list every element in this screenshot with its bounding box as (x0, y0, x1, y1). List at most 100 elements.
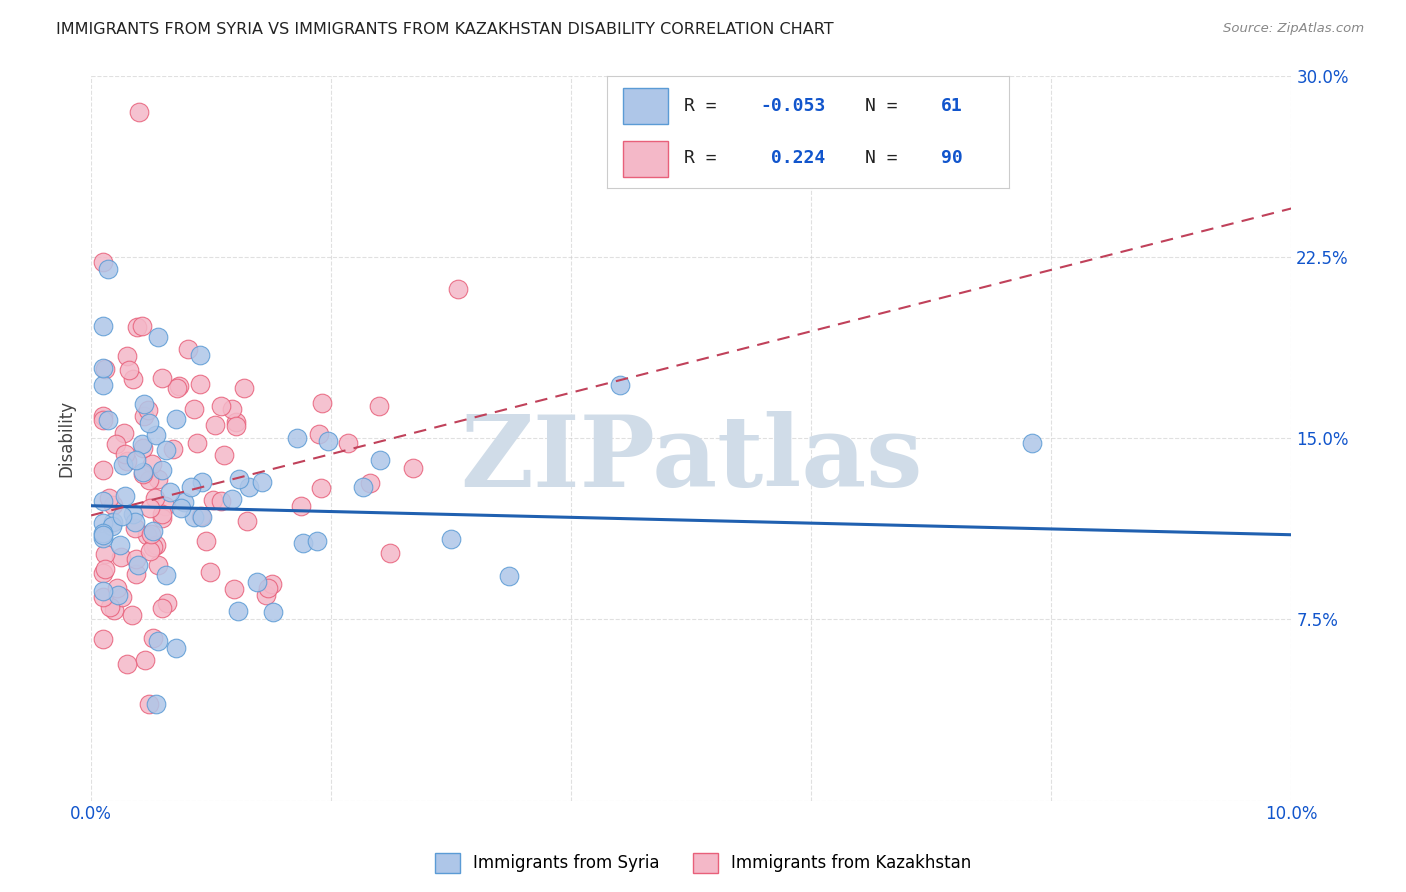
Point (91, 526, 114, 541)
Point (186, 436, 208, 450)
Point (105, 437, 128, 451)
Point (352, 480, 374, 494)
Point (91, 319, 114, 334)
Point (152, 462, 174, 476)
Point (101, 515, 124, 529)
Point (191, 509, 214, 524)
Point (132, 397, 155, 411)
Point (115, 657, 138, 671)
Point (91, 409, 114, 423)
Point (202, 492, 225, 507)
Point (125, 453, 148, 467)
Point (180, 480, 202, 494)
Point (146, 558, 169, 573)
Point (101, 499, 124, 513)
Point (110, 550, 132, 565)
Point (188, 348, 211, 362)
Point (238, 480, 260, 494)
Point (131, 442, 153, 456)
Point (146, 472, 169, 486)
Point (173, 495, 195, 509)
Point (368, 399, 391, 413)
Point (165, 412, 187, 426)
Point (91, 531, 114, 545)
Point (155, 500, 177, 514)
Point (100, 519, 122, 533)
Point (221, 402, 243, 417)
Point (307, 533, 329, 548)
Point (152, 508, 174, 522)
Point (262, 577, 284, 591)
Text: Source: ZipAtlas.com: Source: ZipAtlas.com (1223, 22, 1364, 36)
Point (150, 371, 173, 385)
Point (224, 582, 246, 596)
Point (97, 261, 120, 276)
Point (97, 491, 120, 505)
Point (103, 603, 125, 617)
Point (177, 342, 200, 356)
Point (311, 396, 333, 410)
Point (132, 409, 155, 423)
Point (98, 600, 121, 615)
Point (107, 588, 129, 602)
Point (252, 475, 274, 489)
Point (121, 608, 143, 623)
Point (167, 379, 190, 393)
Point (91, 377, 114, 392)
Point (214, 448, 236, 462)
Point (94, 361, 117, 376)
Point (166, 381, 188, 395)
Point (337, 436, 360, 450)
Point (136, 403, 159, 417)
Point (111, 508, 134, 523)
Point (292, 536, 315, 550)
Point (446, 282, 468, 296)
Y-axis label: Disability: Disability (58, 400, 75, 476)
Point (368, 453, 391, 467)
Point (115, 349, 138, 363)
Point (114, 489, 136, 503)
Point (139, 544, 162, 558)
Point (308, 427, 330, 442)
Point (91, 528, 114, 542)
Point (127, 558, 149, 572)
Point (155, 442, 177, 457)
Point (209, 399, 232, 413)
Point (117, 454, 139, 468)
Point (359, 476, 381, 491)
Point (1021, 436, 1043, 450)
Point (440, 532, 463, 546)
Point (225, 415, 247, 429)
Point (165, 640, 187, 655)
Point (132, 465, 155, 479)
Point (94, 547, 117, 561)
Point (122, 372, 145, 386)
Point (138, 697, 160, 711)
Point (139, 500, 162, 515)
Point (91, 361, 114, 376)
Point (150, 510, 173, 524)
Point (112, 425, 135, 440)
Point (498, 569, 520, 583)
Point (131, 319, 153, 334)
Point (290, 499, 312, 513)
Point (124, 520, 146, 534)
Point (262, 605, 284, 619)
Point (91, 583, 114, 598)
Point (141, 631, 163, 645)
Point (402, 461, 425, 475)
Point (91, 463, 114, 477)
Point (105, 581, 128, 595)
Point (148, 633, 170, 648)
Point (131, 437, 153, 451)
Point (138, 416, 160, 430)
Point (150, 601, 173, 615)
Point (191, 475, 214, 489)
Point (91, 413, 114, 427)
Point (311, 481, 333, 495)
Point (91, 493, 114, 508)
Point (91, 255, 114, 269)
Point (131, 467, 153, 481)
Point (209, 493, 232, 508)
Point (114, 447, 136, 461)
